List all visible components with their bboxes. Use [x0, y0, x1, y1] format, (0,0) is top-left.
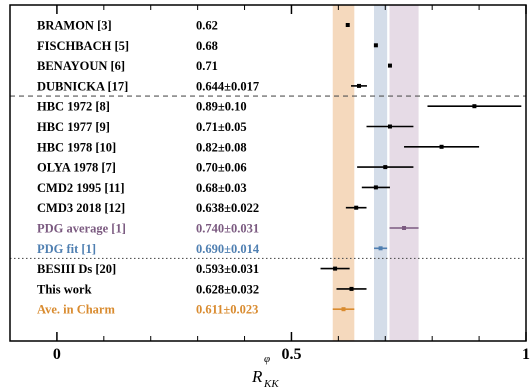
entry-row: PDG average [1] 0.740±0.031 — [37, 222, 419, 236]
entry-value: 0.628±0.032 — [196, 282, 259, 296]
entry-row: CMD3 2018 [12] 0.638±0.022 — [37, 201, 367, 215]
entry-row: HBC 1972 [8] 0.89±0.10 — [37, 100, 522, 114]
entry-label: OLYA 1978 [7] — [37, 161, 116, 175]
data-point — [354, 205, 359, 210]
entry-value: 0.62 — [196, 19, 218, 33]
uncertainty-band-0 — [332, 5, 355, 341]
data-point — [387, 124, 392, 129]
data-point — [357, 83, 362, 88]
entry-row: HBC 1977 [9] 0.71±0.05 — [37, 120, 414, 134]
data-point — [373, 185, 378, 190]
entry-label: FISCHBACH [5] — [37, 39, 129, 53]
x-tick-label: 1 — [522, 346, 530, 363]
entry-row: DUBNICKA [17] 0.644±0.017 — [37, 79, 367, 93]
entry-label: BRAMON [3] — [37, 19, 112, 33]
entry-label: CMD2 1995 [11] — [37, 181, 125, 195]
entry-label: CMD3 2018 [12] — [37, 201, 125, 215]
entry-value: 0.638±0.022 — [196, 201, 259, 215]
data-point — [472, 104, 477, 109]
x-axis-label-subscript: KK — [263, 378, 279, 389]
entry-label: PDG average [1] — [37, 222, 126, 236]
entry-label: HBC 1978 [10] — [37, 140, 116, 154]
x-axis-label-superscript: φ — [264, 353, 270, 365]
data-point — [387, 63, 392, 68]
x-axis: 0 0.5 1 — [53, 5, 530, 363]
entry-value: 0.82±0.08 — [196, 140, 247, 154]
entry-label: BESIII Ds [20] — [37, 262, 116, 276]
entry-row: BENAYOUN [6] 0.71 — [37, 59, 392, 73]
data-point — [402, 226, 407, 230]
data-point — [383, 165, 388, 170]
entry-label: Ave. in Charm — [37, 303, 115, 317]
entry-row: BRAMON [3] 0.62 — [37, 19, 350, 33]
separator-layer — [10, 95, 526, 260]
plot-frame — [9, 4, 527, 342]
data-point — [373, 43, 378, 48]
entry-value: 0.89±0.10 — [196, 100, 247, 114]
entry-label: HBC 1977 [9] — [37, 120, 110, 134]
entry-value: 0.71 — [196, 59, 218, 73]
x-tick-label: 0.5 — [281, 346, 301, 363]
entry-row: BESIII Ds [20] 0.593±0.031 — [37, 262, 350, 276]
uncertainty-band-2 — [389, 5, 419, 341]
entry-value: 0.68±0.03 — [196, 181, 247, 195]
data-point — [439, 144, 444, 149]
entry-label: This work — [37, 282, 92, 296]
entry-value: 0.593±0.031 — [196, 262, 259, 276]
entry-value: 0.611±0.023 — [196, 303, 258, 317]
entry-row: PDG fit [1] 0.690±0.014 — [37, 242, 388, 256]
entry-value: 0.71±0.05 — [196, 120, 247, 134]
entry-value: 0.68 — [196, 39, 218, 53]
entry-value: 0.690±0.014 — [196, 242, 260, 256]
uncertainty-band-1 — [374, 5, 388, 341]
data-point — [378, 246, 383, 251]
data-point — [349, 286, 354, 291]
data-point — [333, 266, 338, 271]
rows-layer: BRAMON [3] 0.62 FISCHBACH [5] 0.68 BENAYOUN … — [37, 19, 522, 317]
entry-row: HBC 1978 [10] 0.82±0.08 — [37, 140, 480, 154]
data-point — [341, 307, 346, 312]
entry-value: 0.70±0.06 — [196, 161, 247, 175]
entry-label: BENAYOUN [6] — [37, 59, 125, 73]
data-point — [345, 23, 350, 27]
entry-label: DUBNICKA [17] — [37, 79, 128, 93]
entry-row: CMD2 1995 [11] 0.68±0.03 — [37, 181, 390, 195]
entry-row: OLYA 1978 [7] 0.70±0.06 — [37, 161, 414, 175]
entry-label: HBC 1972 [8] — [37, 100, 110, 114]
entry-row: Ave. in Charm 0.611±0.023 — [37, 303, 355, 317]
entry-label: PDG fit [1] — [37, 242, 96, 256]
band-layer — [332, 5, 419, 341]
entry-value: 0.740±0.031 — [196, 222, 259, 236]
entry-row: FISCHBACH [5] 0.68 — [37, 39, 378, 53]
x-axis-label: R — [251, 367, 263, 386]
entry-value: 0.644±0.017 — [196, 79, 259, 93]
x-tick-label: 0 — [53, 346, 61, 363]
entry-row: This work 0.628±0.032 — [37, 282, 367, 296]
